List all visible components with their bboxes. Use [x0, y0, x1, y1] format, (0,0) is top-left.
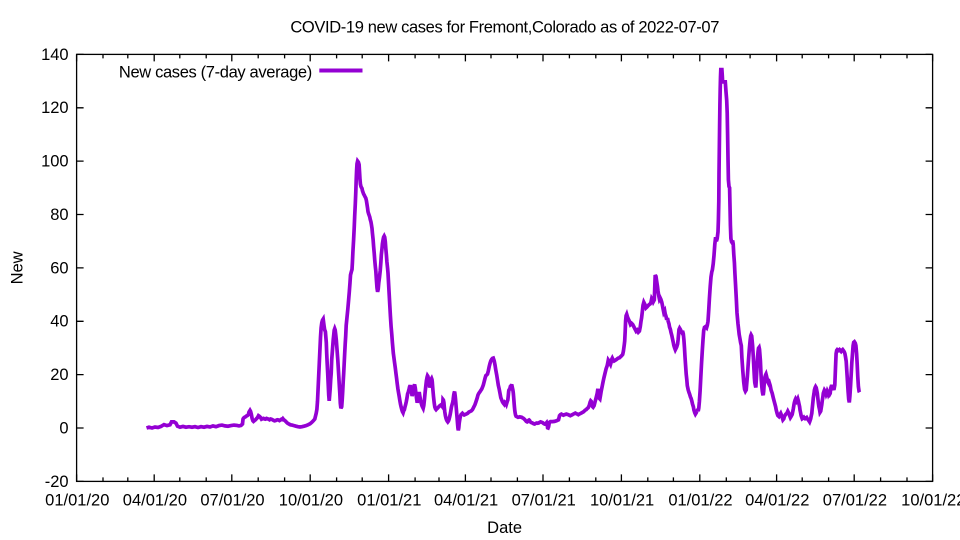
svg-text:10/01/22: 10/01/22	[901, 492, 960, 510]
svg-text:01/01/21: 01/01/21	[357, 492, 421, 510]
svg-text:04/01/22: 04/01/22	[745, 492, 809, 510]
svg-text:04/01/21: 04/01/21	[434, 492, 498, 510]
svg-text:-20: -20	[45, 473, 69, 491]
svg-text:01/01/20: 01/01/20	[45, 492, 109, 510]
svg-text:07/01/20: 07/01/20	[200, 492, 264, 510]
svg-text:140: 140	[41, 46, 69, 64]
svg-text:40: 40	[50, 313, 68, 331]
svg-text:COVID-19 new cases for Fremont: COVID-19 new cases for Fremont,Colorado …	[290, 18, 719, 36]
svg-text:10/01/21: 10/01/21	[590, 492, 654, 510]
svg-text:20: 20	[50, 366, 68, 384]
svg-text:New: New	[8, 251, 26, 284]
svg-text:60: 60	[50, 259, 68, 277]
svg-text:New cases (7-day average): New cases (7-day average)	[119, 63, 312, 81]
svg-text:07/01/22: 07/01/22	[823, 492, 887, 510]
svg-text:100: 100	[41, 153, 69, 171]
svg-text:120: 120	[41, 99, 69, 117]
svg-text:04/01/20: 04/01/20	[123, 492, 187, 510]
svg-text:0: 0	[59, 419, 68, 437]
svg-text:07/01/21: 07/01/21	[512, 492, 576, 510]
svg-text:10/01/20: 10/01/20	[279, 492, 343, 510]
svg-text:01/01/22: 01/01/22	[668, 492, 732, 510]
svg-text:80: 80	[50, 206, 68, 224]
svg-text:Date: Date	[487, 519, 522, 537]
